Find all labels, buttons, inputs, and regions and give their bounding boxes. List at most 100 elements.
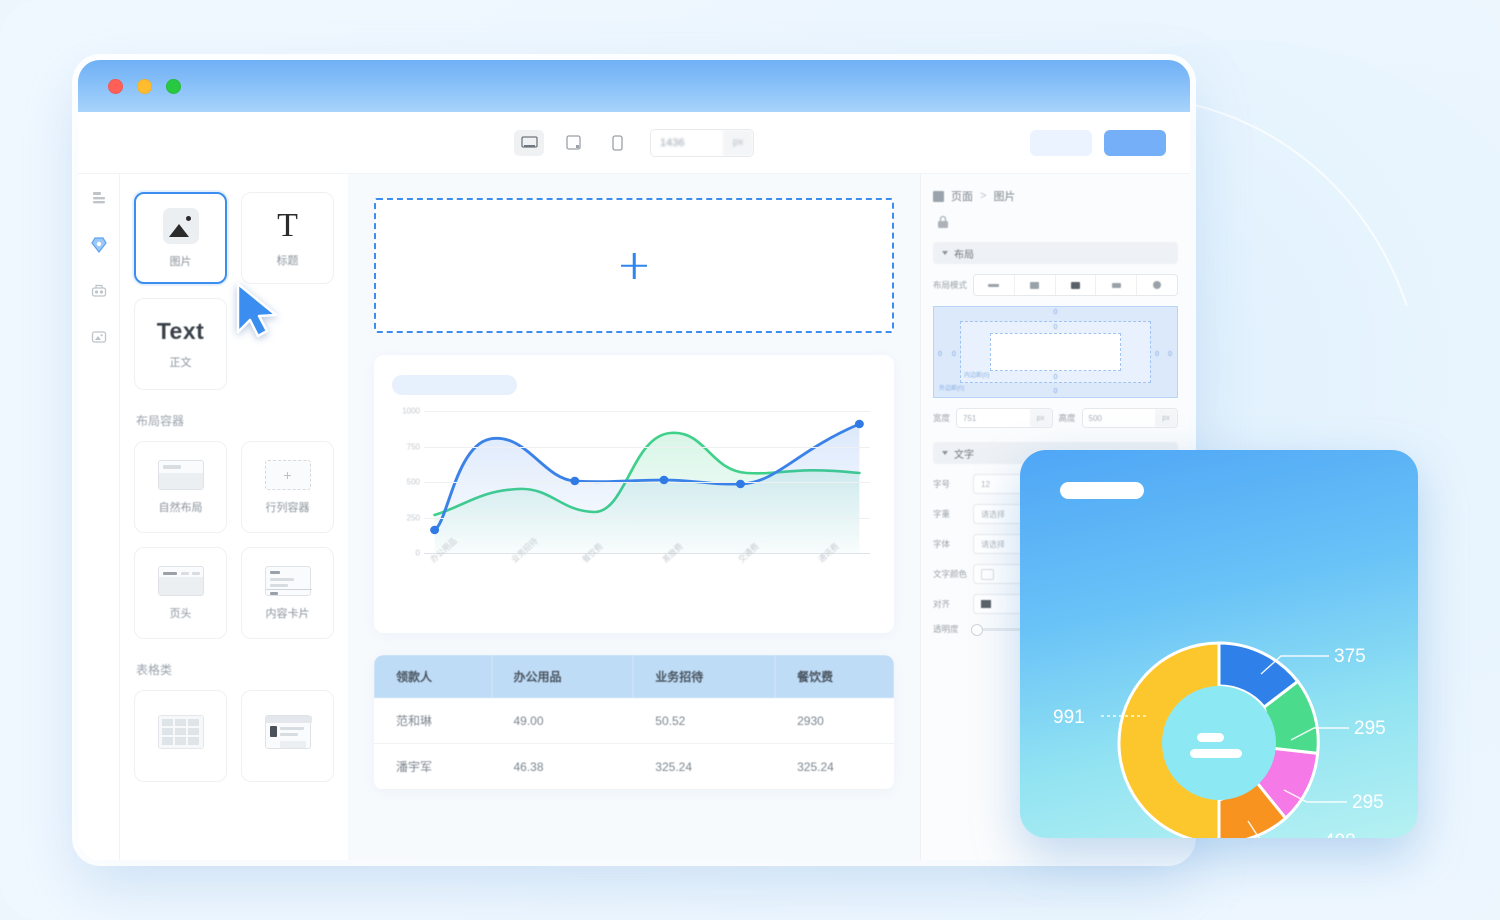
- desktop-icon: [520, 135, 538, 148]
- maximize-button-icon[interactable]: [166, 78, 181, 94]
- component-card-body-text[interactable]: Text 正文: [134, 298, 227, 390]
- chart-markers: [430, 419, 864, 535]
- justify-icon[interactable]: [1096, 275, 1138, 295]
- font-weight-label: 字重: [933, 508, 951, 519]
- breadcrumb-item-page[interactable]: 页面: [951, 191, 973, 203]
- component-card-image[interactable]: 图片: [134, 192, 227, 284]
- layout-mode-segmented[interactable]: [973, 274, 1178, 296]
- height-unit: px: [1155, 409, 1177, 427]
- width-field[interactable]: px: [956, 408, 1053, 428]
- box-model-content-area: [990, 333, 1121, 371]
- layout-mode-row: 布局模式: [933, 274, 1178, 296]
- donut-chart: 375 295 295 498 991: [1053, 641, 1386, 838]
- expense-table: 领款人 办公用品 业务招待 餐饮费 范和琳 49.00 50.52 2930: [374, 655, 894, 790]
- table-cell: 2930: [775, 698, 894, 744]
- breadcrumb-separator: >: [980, 190, 987, 202]
- component-card-flow-layout[interactable]: 自然布局: [134, 441, 227, 533]
- component-card-data-card[interactable]: [241, 690, 334, 782]
- layout-section-header[interactable]: 布局: [933, 242, 1178, 264]
- assets-icon[interactable]: [88, 326, 110, 348]
- component-label: 内容卡片: [265, 607, 310, 620]
- components-icon[interactable]: [88, 234, 110, 256]
- page-icon: [933, 190, 944, 202]
- publish-button[interactable]: [1104, 129, 1166, 156]
- heading-thumb-icon: T: [277, 206, 298, 244]
- component-card-page-header[interactable]: 页头: [134, 547, 227, 639]
- auto-icon[interactable]: [1137, 275, 1177, 295]
- line-chart: 1000 750 500 250 0: [392, 407, 876, 601]
- width-input[interactable]: [957, 409, 1030, 427]
- height-label: 高度: [1058, 413, 1076, 423]
- height-input[interactable]: [1082, 409, 1155, 427]
- font-size-label: 字号: [933, 478, 951, 489]
- preview-button[interactable]: [1030, 129, 1092, 156]
- plus-icon: [621, 253, 647, 279]
- table-components-grid: [134, 690, 334, 782]
- device-switcher: [514, 129, 632, 156]
- chart-series-svg: [433, 422, 861, 553]
- hub-bar-2: [1190, 749, 1242, 758]
- image-dropzone[interactable]: [374, 198, 894, 333]
- lock-icon[interactable]: [935, 214, 951, 230]
- minimize-button-icon[interactable]: [137, 78, 152, 94]
- table-row: 范和琳 49.00 50.52 2930: [374, 698, 894, 744]
- box-value-padding-bottom[interactable]: 0: [1053, 374, 1058, 381]
- component-card-grid-container[interactable]: + 行列容器: [241, 441, 334, 533]
- table-section-title: 表格类: [136, 663, 173, 677]
- expense-table-card: 领款人 办公用品 业务招待 餐饮费 范和琳 49.00 50.52 2930: [374, 655, 894, 790]
- layout-components-grid: 自然布局 + 行列容器 页头: [134, 441, 334, 639]
- mobile-view-button[interactable]: [602, 130, 632, 156]
- height-field[interactable]: px: [1081, 408, 1178, 428]
- box-value-padding-top[interactable]: 0: [1053, 324, 1058, 331]
- donut-chart-card: 375 295 295 498 991: [1020, 450, 1418, 838]
- table-cell: 325.24: [775, 743, 894, 790]
- box-value-padding-left[interactable]: 0: [952, 351, 956, 358]
- blue-area: [434, 424, 860, 553]
- width-label: 宽度: [933, 413, 951, 423]
- component-card-heading[interactable]: T 标题: [241, 192, 334, 284]
- size-row: 宽度 px 高度 px: [933, 408, 1178, 428]
- opacity-label: 透明度: [933, 624, 959, 634]
- margin-tag-label: 外边距(0): [939, 386, 965, 392]
- box-value-margin-bottom[interactable]: 0: [1053, 388, 1058, 395]
- component-card-content-card[interactable]: 内容卡片: [241, 547, 334, 639]
- box-value-margin-left[interactable]: 0: [938, 351, 942, 358]
- align-right-icon[interactable]: [1056, 275, 1097, 295]
- table-header-cell: 办公用品: [491, 655, 634, 698]
- breadcrumb-item-image[interactable]: 图片: [993, 191, 1016, 203]
- box-value-margin-right[interactable]: 0: [1168, 351, 1172, 358]
- donut-card-title-placeholder: [1060, 482, 1144, 499]
- canvas-width-input[interactable]: [651, 129, 723, 156]
- tablet-view-button[interactable]: [558, 130, 588, 156]
- component-card-table[interactable]: [134, 690, 227, 782]
- align-center-icon: [981, 600, 991, 608]
- page-header-thumb-icon: [157, 565, 204, 596]
- x-axis-labels: 办公用品 业务招待 餐饮费 差旅费 交通费 通讯费: [424, 536, 870, 597]
- box-value-margin-top[interactable]: 0: [1053, 309, 1058, 316]
- component-label: 页头: [169, 607, 192, 620]
- component-label: 图片: [169, 255, 192, 268]
- data-point: [854, 419, 864, 429]
- table-row: 潘宇军 46.38 325.24 325.24: [374, 743, 894, 790]
- data-point: [430, 525, 440, 535]
- layers-icon[interactable]: [88, 188, 110, 210]
- table-header-cell: 餐饮费: [775, 655, 894, 698]
- desktop-view-button[interactable]: [514, 129, 544, 156]
- close-button-icon[interactable]: [108, 78, 123, 94]
- mobile-icon: [611, 134, 623, 151]
- align-left-icon[interactable]: [974, 275, 1015, 295]
- color-swatch[interactable]: [981, 568, 994, 580]
- settings-icon[interactable]: [88, 280, 110, 302]
- data-point: [570, 476, 580, 486]
- box-model-editor[interactable]: 0 0 0 0 0 0 0 0 内边距(0) 外边距(0): [933, 306, 1178, 398]
- canvas-width-field[interactable]: px: [650, 128, 754, 157]
- breadcrumb: 页面 > 图片: [933, 188, 1178, 204]
- padding-tag-label: 内边距(0): [964, 373, 990, 379]
- align-center-icon[interactable]: [1015, 275, 1056, 295]
- window-titlebar: [78, 60, 1190, 112]
- basic-components-grid: 图片 T 标题: [134, 192, 334, 390]
- box-value-padding-right[interactable]: 0: [1155, 351, 1159, 358]
- data-card-thumb-icon: [264, 714, 312, 749]
- layout-mode-label: 布局模式: [933, 279, 968, 290]
- flow-layout-thumb-icon: [157, 459, 204, 490]
